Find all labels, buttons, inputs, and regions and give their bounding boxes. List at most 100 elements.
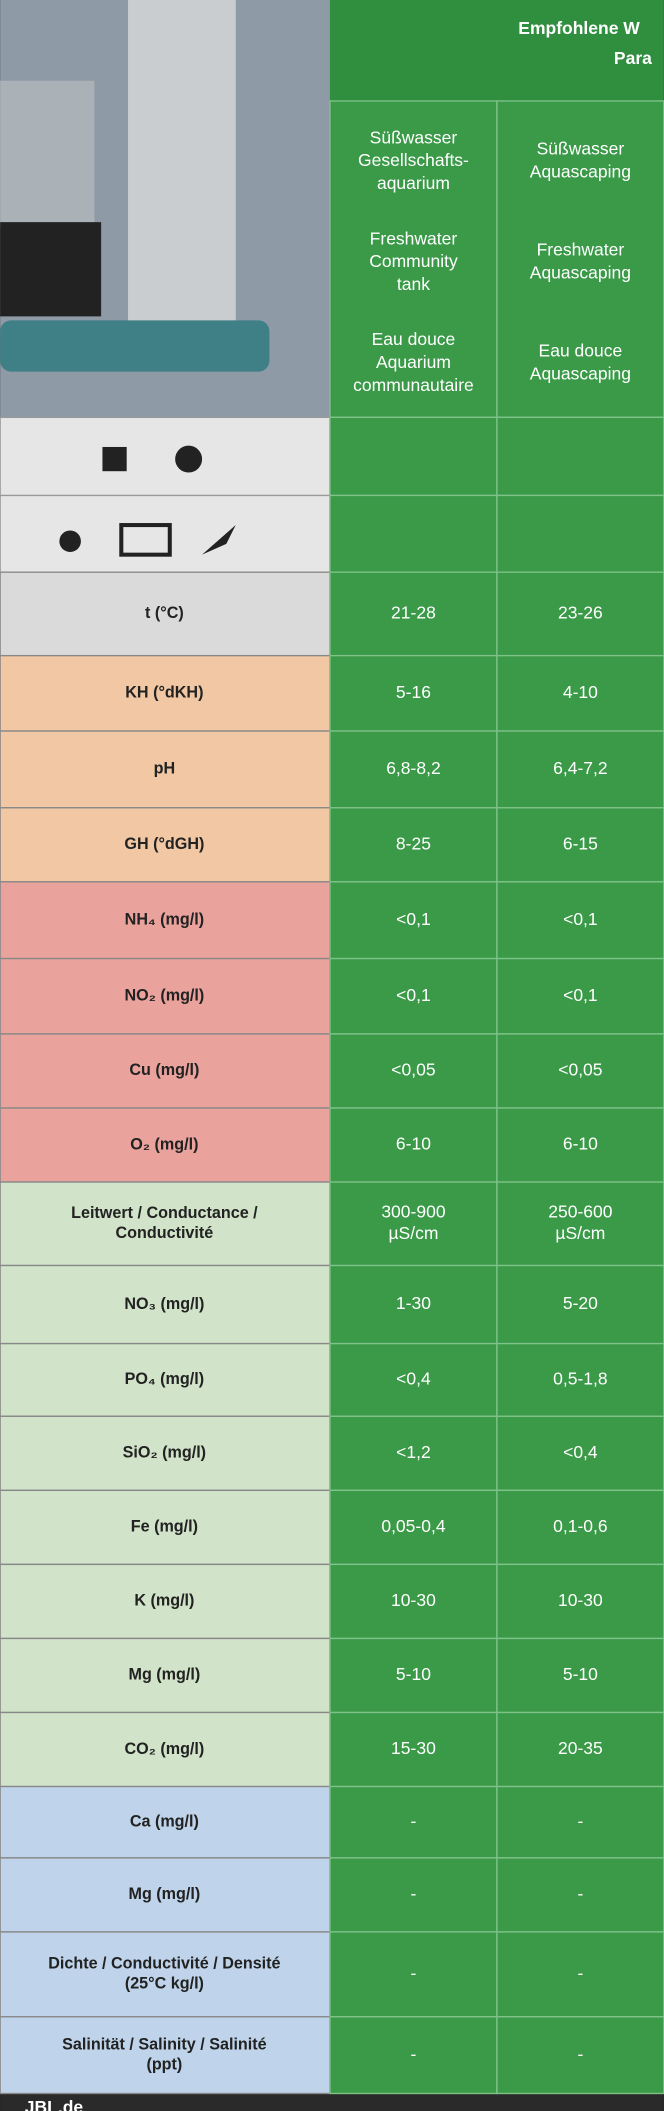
label-cell <box>0 1711 331 1788</box>
calendar-icon <box>102 446 127 472</box>
header-title: Para <box>614 48 652 68</box>
label-cell <box>0 654 331 732</box>
value: <0,4 <box>396 1369 431 1389</box>
row-label: NH₄ (mg/l) <box>125 910 204 928</box>
column-header: Eau douce <box>539 341 623 361</box>
row-label: Salinität / Salinity / Salinité <box>62 2035 267 2053</box>
label-cell <box>0 1489 331 1566</box>
value: 10-30 <box>558 1590 603 1610</box>
row-label: NO₂ (mg/l) <box>124 987 204 1005</box>
value-cell <box>329 1415 498 1492</box>
image-shape <box>128 0 236 324</box>
label-cell <box>0 1181 331 1267</box>
value-cell <box>329 1264 498 1345</box>
column-header: Gesellschafts- <box>358 150 469 170</box>
label-cell <box>0 1785 331 1859</box>
value-cell <box>496 2016 664 2095</box>
value: 23-26 <box>558 603 603 623</box>
column-header: Aquascaping <box>530 162 631 182</box>
value: 10-30 <box>391 1590 436 1610</box>
value-cell <box>496 1264 664 1345</box>
value: - <box>577 1963 583 1983</box>
value: 6-15 <box>563 833 598 853</box>
value: 15-30 <box>391 1738 436 1758</box>
value-cell <box>496 730 664 809</box>
row-label: Ca (mg/l) <box>130 1812 199 1830</box>
value-cell <box>329 1181 498 1267</box>
value: 6-10 <box>396 1134 431 1154</box>
column-header: aquarium <box>377 173 450 193</box>
value: <0,05 <box>558 1060 602 1080</box>
value-cell <box>329 1857 498 1933</box>
value: - <box>577 2044 583 2064</box>
row-label: GH (°dGH) <box>124 835 204 853</box>
label-cell <box>0 1033 331 1109</box>
label-cell <box>0 2016 331 2095</box>
row-label: (ppt) <box>146 2055 182 2073</box>
value-cell <box>329 571 498 657</box>
fish-icon <box>202 525 236 555</box>
value-cell <box>496 1711 664 1788</box>
value: 21-28 <box>391 603 436 623</box>
row-label: t (°C) <box>145 604 184 622</box>
value: 1-30 <box>396 1293 431 1313</box>
value: 300-900 <box>381 1202 445 1222</box>
row-label: CO₂ (mg/l) <box>124 1740 204 1758</box>
value: 6,8-8,2 <box>386 758 440 778</box>
image-shape <box>0 80 95 229</box>
label-cell <box>0 1415 331 1492</box>
value: 20-35 <box>558 1738 603 1758</box>
label-cell <box>0 1342 331 1417</box>
value: 5-10 <box>563 1664 598 1684</box>
value-cell <box>496 807 664 883</box>
value: 0,5-1,8 <box>553 1369 607 1389</box>
row-label: Dichte / Conductivité / Densité <box>48 1955 280 1973</box>
label-cell <box>0 1264 331 1345</box>
value: <0,1 <box>396 985 431 1005</box>
row-label: Mg (mg/l) <box>129 1666 201 1684</box>
column-header: Community <box>369 251 458 271</box>
cell <box>496 416 664 497</box>
value-cell <box>329 1931 498 2018</box>
value: 6,4-7,2 <box>553 758 607 778</box>
value: 0,1-0,6 <box>553 1516 607 1536</box>
value: <0,1 <box>563 985 598 1005</box>
value-cell <box>496 571 664 657</box>
value: 5-20 <box>563 1293 598 1313</box>
plant-icon <box>119 523 172 557</box>
image-shape <box>0 222 102 317</box>
column-header: Süßwasser <box>370 127 458 147</box>
column-header: Aquascaping <box>530 263 631 283</box>
column-header: Süßwasser <box>537 139 625 159</box>
value-cell <box>496 957 664 1035</box>
value-cell <box>329 730 498 809</box>
column-header: Aquascaping <box>530 364 631 384</box>
value: - <box>411 1884 417 1904</box>
value-cell <box>329 1342 498 1417</box>
row-label: KH (°dKH) <box>125 684 203 702</box>
row-label: pH <box>154 760 176 778</box>
label-cell <box>0 1563 331 1640</box>
value-cell <box>329 957 498 1035</box>
value-cell <box>329 2016 498 2095</box>
header-cell <box>329 0 664 101</box>
value-cell <box>496 1342 664 1417</box>
value: - <box>411 2044 417 2064</box>
label-cell <box>0 1107 331 1183</box>
label-cell <box>0 1931 331 2018</box>
value: <0,1 <box>563 909 598 929</box>
row-label: K (mg/l) <box>134 1592 194 1610</box>
row-label: NO₃ (mg/l) <box>124 1295 204 1313</box>
row-label: Mg (mg/l) <box>129 1885 201 1903</box>
label-cell <box>0 1857 331 1933</box>
value-cell <box>329 807 498 883</box>
cell <box>329 416 498 497</box>
row-label: Cu (mg/l) <box>129 1061 199 1079</box>
label-cell <box>0 881 331 960</box>
value-cell <box>496 654 664 732</box>
column-header: Freshwater <box>370 228 458 248</box>
row-label: Conductivité <box>116 1224 214 1242</box>
column-header: communautaire <box>353 375 474 395</box>
value: 4-10 <box>563 682 598 702</box>
